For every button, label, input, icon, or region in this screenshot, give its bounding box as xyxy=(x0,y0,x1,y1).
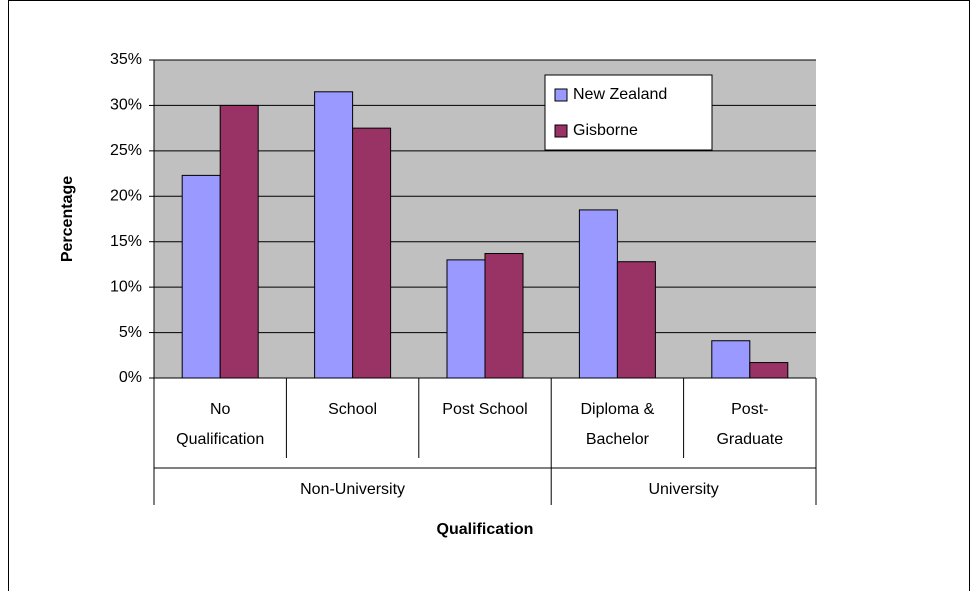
x-tick-label: Post School xyxy=(442,401,527,418)
y-axis-title: Percentage xyxy=(59,176,76,262)
y-tick-label: 30% xyxy=(110,97,142,114)
bar xyxy=(352,127,392,379)
x-tick-label: No Qualification xyxy=(176,401,264,448)
x-tick-line: Post- xyxy=(731,401,768,418)
legend-swatch xyxy=(554,88,568,102)
x-tick-label: Diploma & Bachelor xyxy=(580,401,654,448)
y-tick-label: 25% xyxy=(110,142,142,159)
group-label: Non-University xyxy=(300,481,405,498)
bar xyxy=(484,253,524,379)
bar xyxy=(749,362,789,379)
bar xyxy=(578,209,618,379)
y-tick-label: 5% xyxy=(119,324,142,341)
y-tick-label: 10% xyxy=(110,278,142,295)
y-tick-label: 35% xyxy=(110,51,142,68)
legend-label: Gisborne xyxy=(573,122,638,139)
bar xyxy=(314,91,354,379)
legend-swatch xyxy=(554,124,568,138)
bar xyxy=(181,174,221,379)
bar xyxy=(219,104,259,379)
x-axis-title: Qualification xyxy=(437,521,534,538)
y-tick-label: 20% xyxy=(110,188,142,205)
legend: New Zealand Gisborne xyxy=(544,74,713,151)
x-tick-line: Qualification xyxy=(176,431,264,448)
x-tick-line: Diploma & xyxy=(580,401,654,418)
x-tick-label: School xyxy=(328,401,377,418)
legend-label: New Zealand xyxy=(573,86,667,103)
y-tick-label: 0% xyxy=(119,369,142,386)
x-tick-line: No xyxy=(210,401,231,418)
bar xyxy=(446,259,486,379)
x-tick-label: Post- Graduate xyxy=(716,401,783,448)
y-tick-label: 15% xyxy=(110,233,142,250)
bar xyxy=(616,261,656,379)
legend-box xyxy=(544,74,713,151)
x-tick-line: Bachelor xyxy=(586,431,650,448)
bar xyxy=(711,340,751,379)
group-label: University xyxy=(648,481,718,498)
x-tick-line: Graduate xyxy=(716,431,783,448)
